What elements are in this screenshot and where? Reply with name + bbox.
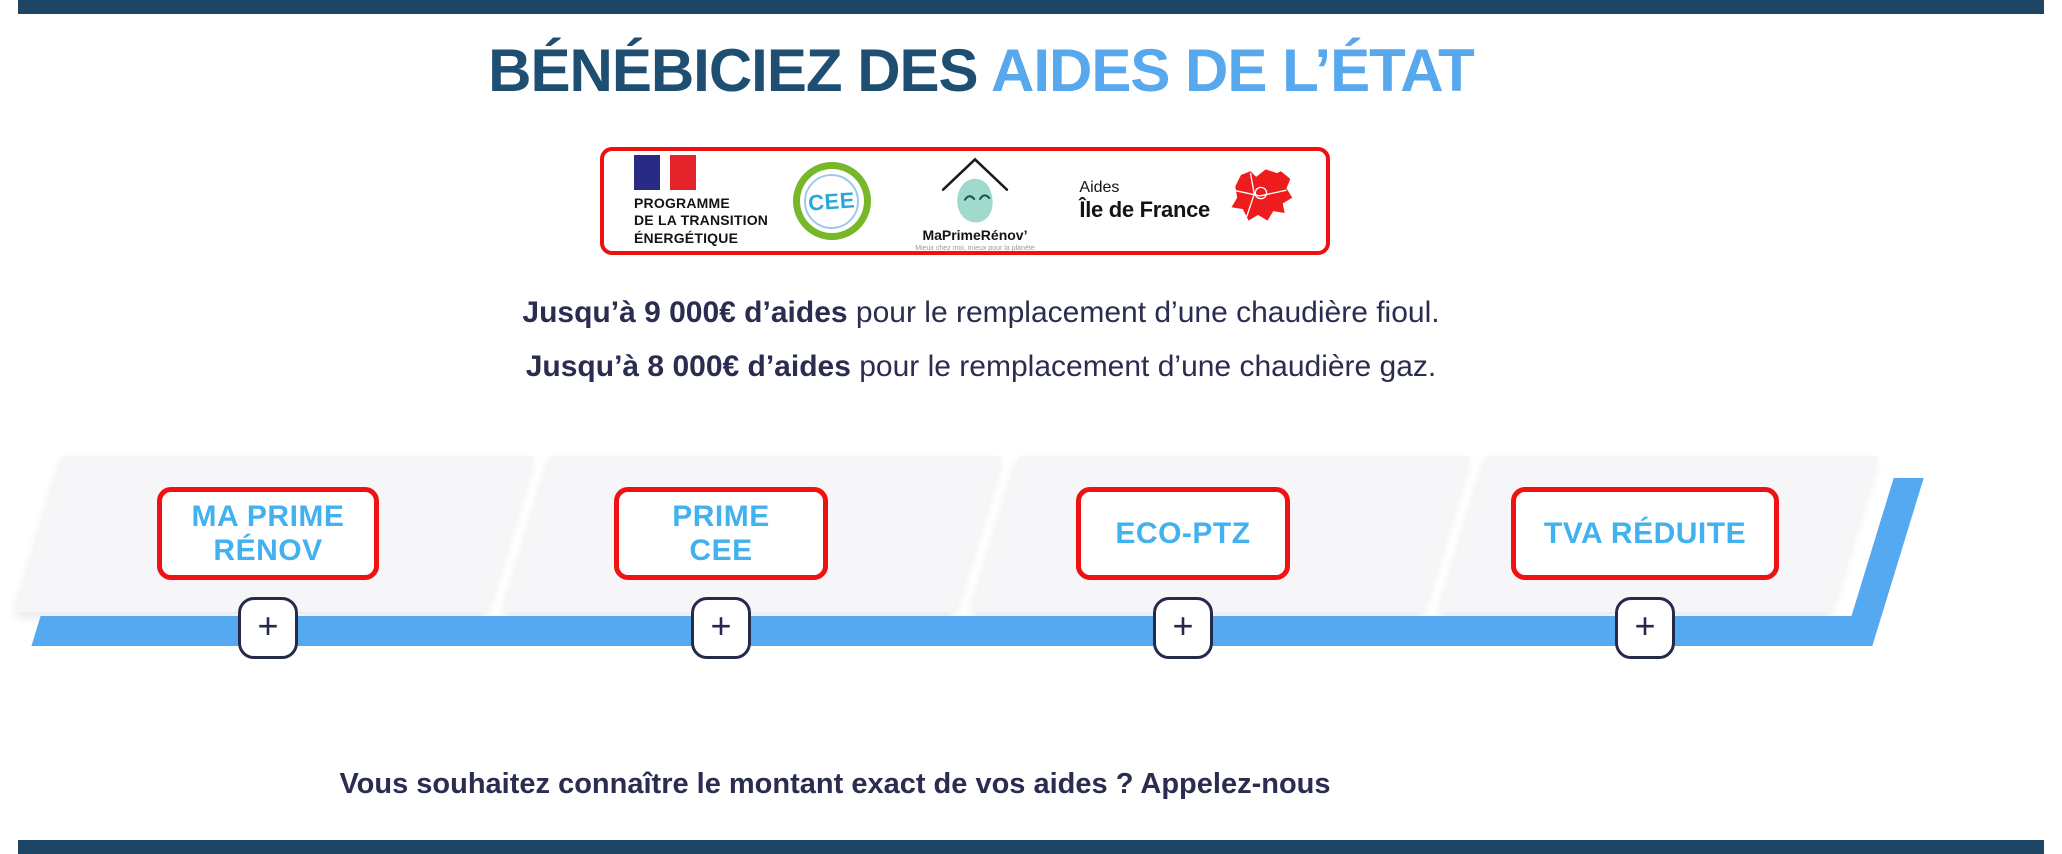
idf-label-region: Île de France [1079,197,1210,222]
flag-red-block [670,154,696,190]
aid-label-line: CEE [689,533,753,567]
benefit-line-gaz: Jusqu’à 8 000€ d’aides pour le remplacem… [56,350,1906,384]
timeline-bar [31,616,1853,646]
programme-line-3: ÉNERGÉTIQUE [634,229,739,246]
maprimerenov-tagline: Mieux chez moi, mieux pour la planète [915,244,1035,252]
benefit-amount: Jusqu’à 8 000€ d’aides [525,350,851,383]
cee-badge-icon: CEE [792,162,871,240]
aid-label-line: TVA RÉDUITE [1543,516,1747,550]
aid-label-line: MA PRIME [191,499,345,533]
benefit-amount: Jusqu’à 9 000€ d’aides [522,296,848,329]
title-prefix: BÉNÉBICIEZ DES [488,37,992,104]
idf-label-aides: Aides [1079,179,1120,196]
cee-badge-inner: CEE [799,169,864,233]
logo-aides-ile-de-france: Aides Île de France [1079,169,1296,227]
logo-programme-transition: PROGRAMME DE LA TRANSITION ÉNERGÉTIQUE [634,154,768,248]
ile-de-france-map-icon [1231,169,1293,221]
ile-de-france-text: Aides Île de France [1079,179,1210,223]
french-flag-icon [634,154,696,190]
benefit-text: pour le remplacement d’une chaudière fio… [847,296,1440,329]
programme-text: PROGRAMME DE LA TRANSITION ÉNERGÉTIQUE [634,195,768,248]
programme-line-1: PROGRAMME [634,194,730,211]
expand-button-eco-ptz[interactable]: + [1153,597,1213,659]
aid-box-prime-cee: PRIME CEE [614,487,828,580]
top-border-bar [18,0,2044,14]
expand-button-ma-prime-renov[interactable]: + [238,597,298,659]
benefit-line-fioul: Jusqu’à 9 000€ d’aides pour le remplacem… [56,296,1906,330]
aid-box-ma-prime-renov: MA PRIME RÉNOV [157,487,379,580]
page-title: BÉNÉBICIEZ DES AIDES DE L’ÉTAT [56,36,1906,105]
cee-label: CEE [802,171,861,231]
flag-blue-block [634,154,660,190]
title-accent: AIDES DE L’ÉTAT [991,37,1475,104]
aid-label-line: RÉNOV [213,533,323,567]
bottom-border-bar [18,840,2044,854]
partners-logo-strip: PROGRAMME DE LA TRANSITION ÉNERGÉTIQUE C… [600,147,1330,255]
aid-label-line: ECO-PTZ [1115,516,1251,550]
logo-maprimerenov: MaPrimeRénov’ Mieux chez moi, mieux pour… [895,151,1055,252]
expand-button-tva-reduite[interactable]: + [1615,597,1675,659]
programme-line-2: DE LA TRANSITION [634,212,769,229]
aid-box-tva-reduite: TVA RÉDUITE [1511,487,1779,580]
maprimerenov-label: MaPrimeRénov’ [922,226,1028,243]
benefit-text: pour le remplacement d’une chaudière gaz… [850,350,1437,383]
house-face-icon [941,157,1009,222]
cta-text: Vous souhaitez connaître le montant exac… [339,768,1331,800]
expand-button-prime-cee[interactable]: + [691,597,751,659]
aid-label-line: PRIME [672,499,770,533]
aid-box-eco-ptz: ECO-PTZ [1076,487,1290,580]
